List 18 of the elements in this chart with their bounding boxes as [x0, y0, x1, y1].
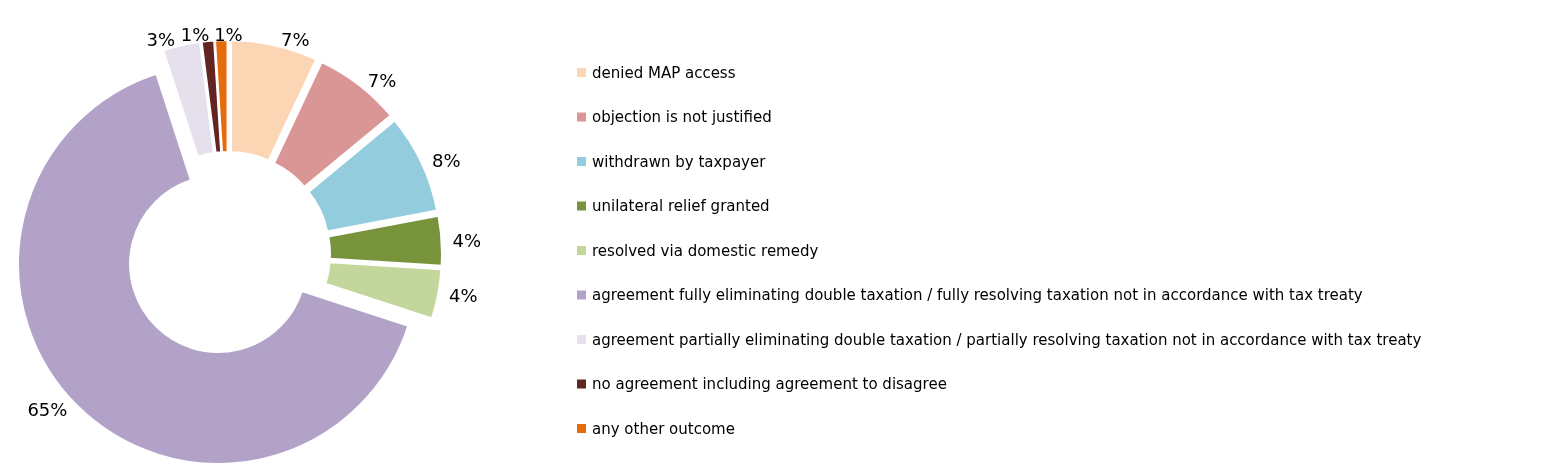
data-label: 4% [452, 229, 482, 251]
data-label: 65% [27, 399, 68, 421]
legend-label: any other outcome [592, 419, 735, 438]
data-label: 3% [146, 28, 176, 50]
legend-label: agreement partially eliminating double taxation / partially resolving taxation not in accordance with tax treaty [592, 330, 1422, 349]
legend-label: agreement fully eliminating double taxation / fully resolving taxation not in accordance with tax treaty [592, 286, 1363, 304]
data-label: 1% [214, 23, 243, 45]
data-label: 1% [180, 24, 210, 46]
data-label: 7% [367, 69, 397, 91]
legend-label: objection is not justified [592, 108, 772, 126]
legend-label: no agreement including agreement to disagree [592, 375, 947, 393]
data-label: 8% [432, 149, 461, 171]
legend-label: resolved via domestic remedy [592, 241, 819, 260]
legend-label: unilateral relief granted [592, 197, 770, 215]
legend-label: withdrawn by taxpayer [592, 152, 767, 171]
data-label: 4% [449, 284, 478, 306]
legend-label: denied MAP access [592, 63, 736, 82]
data-label: 7% [280, 28, 310, 50]
